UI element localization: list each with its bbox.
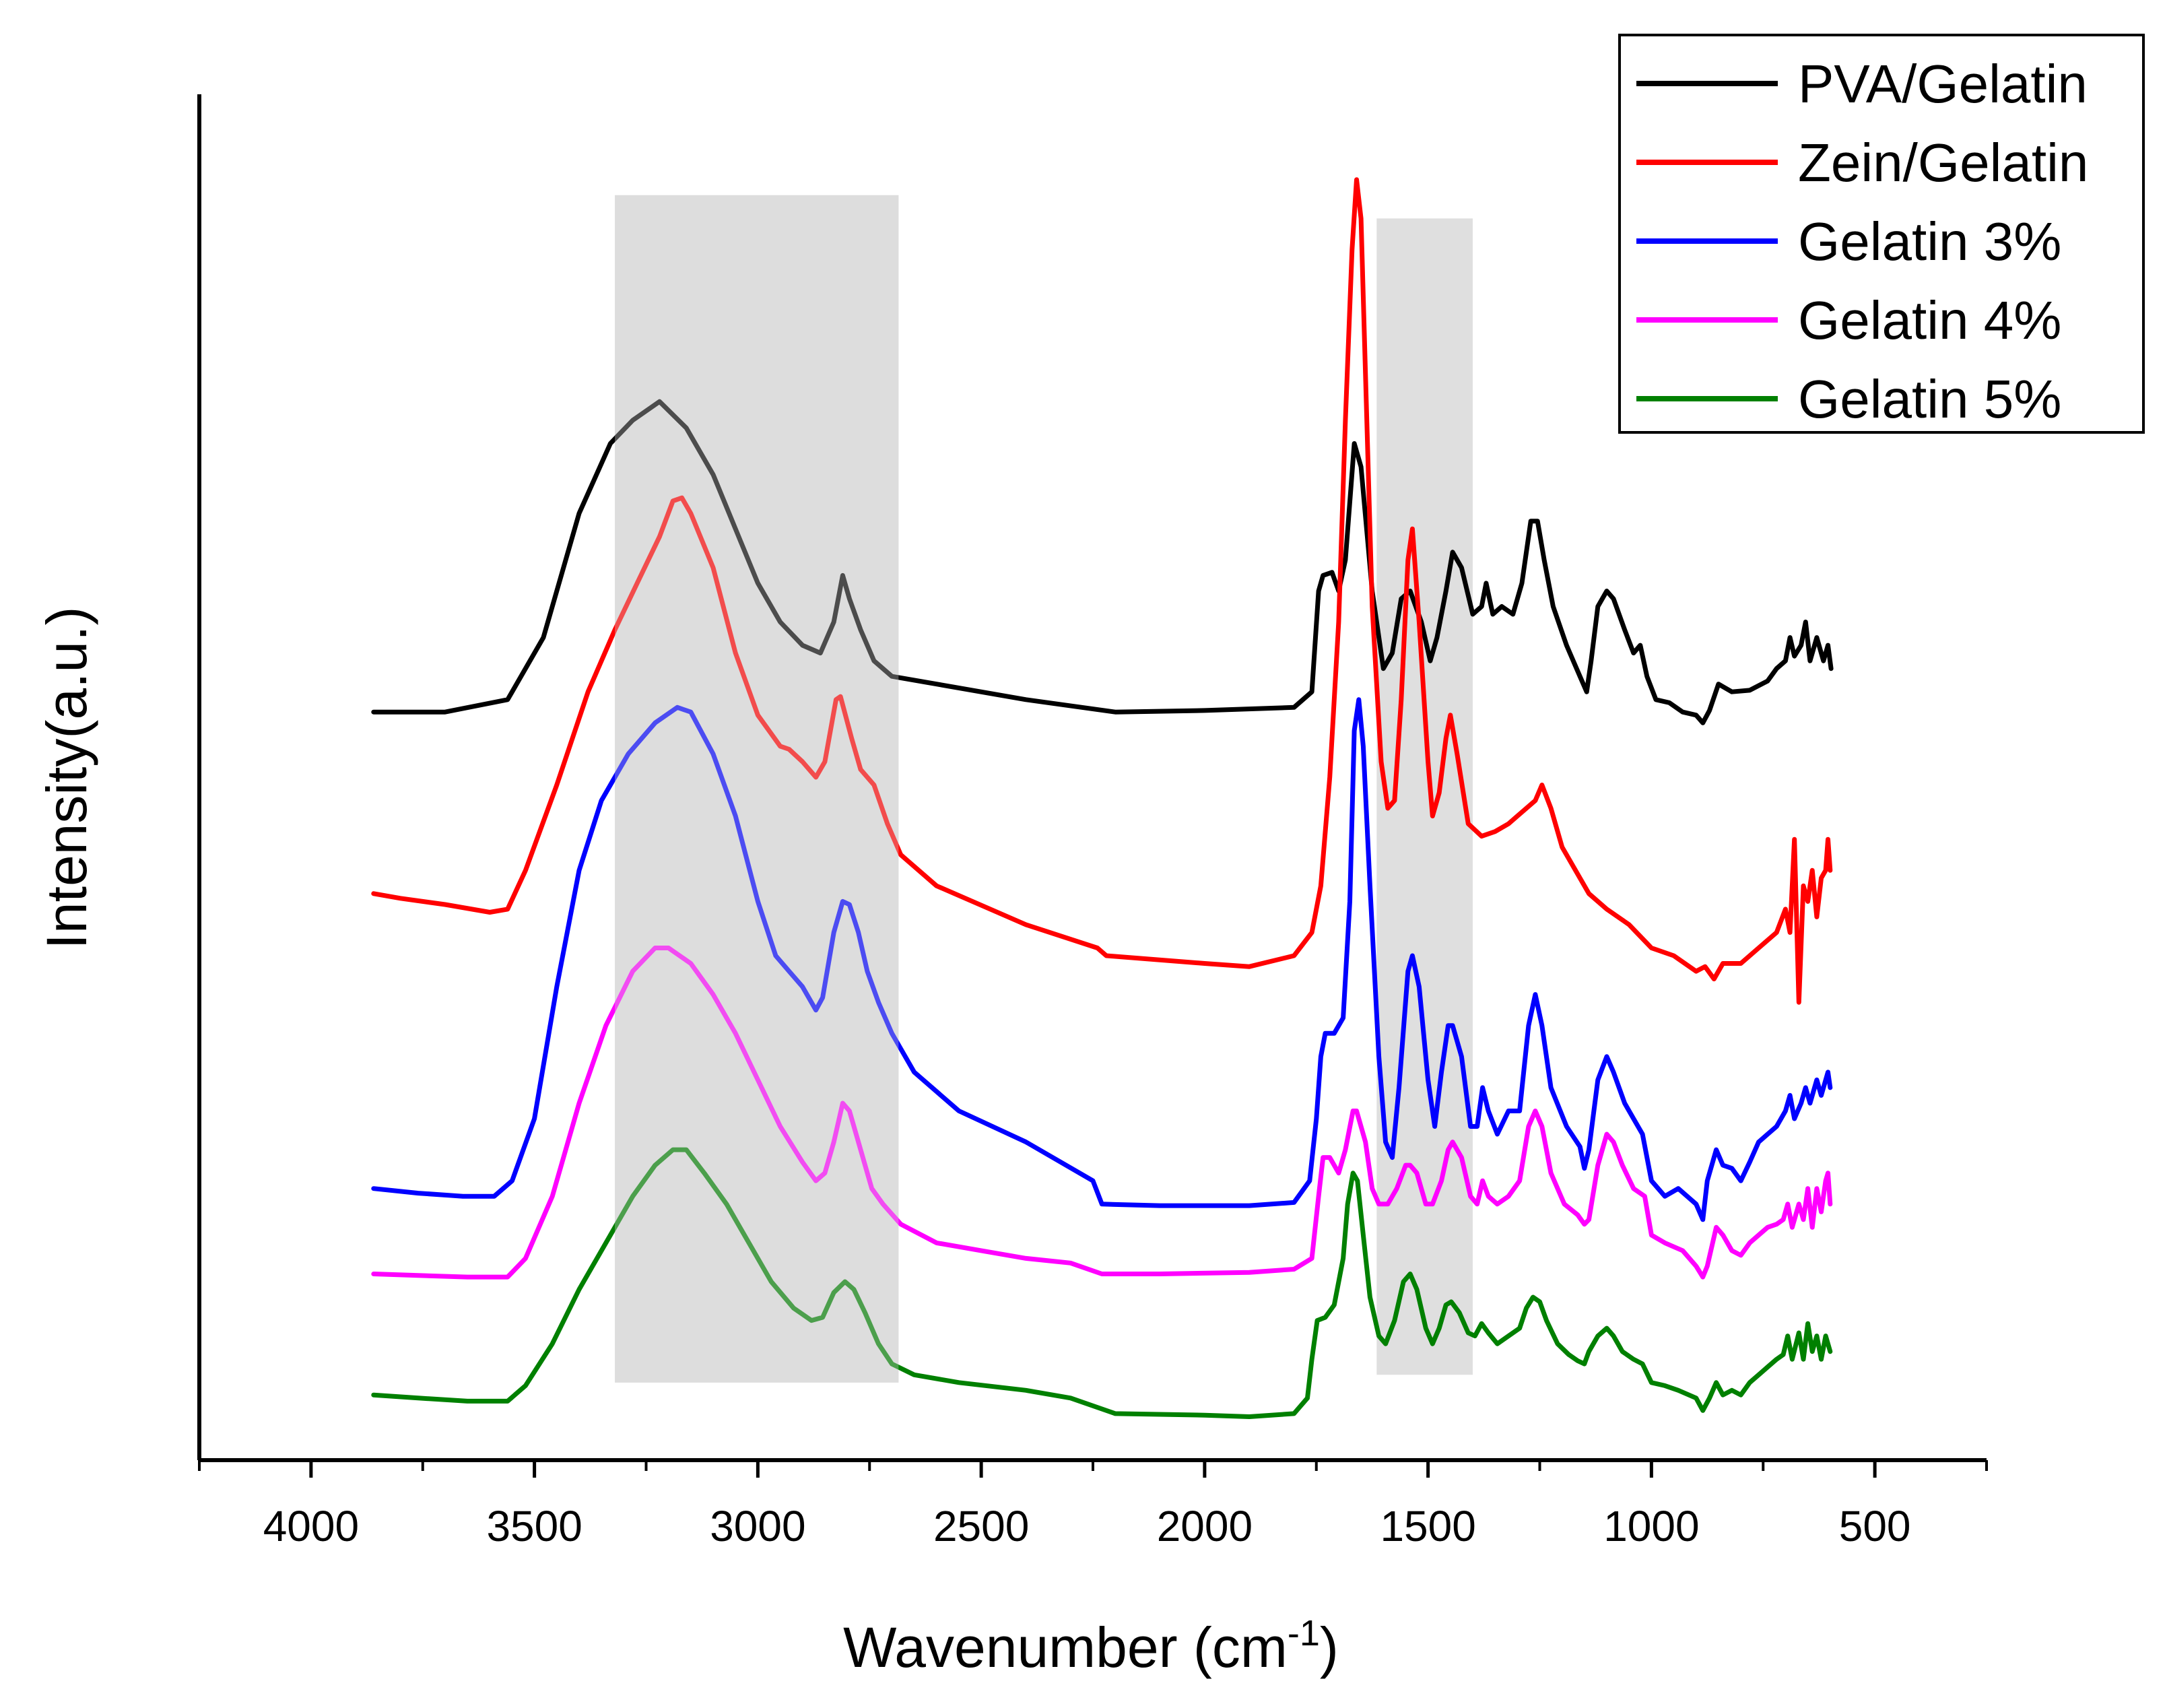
spectra-series — [371, 177, 1834, 1419]
series-line-pva-gelatin — [371, 399, 1834, 725]
series-line-gelatin-3- — [371, 697, 1833, 1222]
series-line-gelatin-5- — [371, 1147, 1833, 1419]
legend-label-gelatin-4-: Gelatin 4% — [1798, 290, 2061, 350]
x-tick-label-1000: 1000 — [1603, 1502, 1699, 1550]
x-axis-title: Wavenumber (cm-1) — [843, 1613, 1339, 1679]
y-axis-title: Intensity(a.u.) — [35, 607, 98, 950]
x-tick-label-3500: 3500 — [486, 1502, 582, 1550]
x-tick-label-4000: 4000 — [263, 1502, 359, 1550]
x-tick-label-2500: 2500 — [933, 1502, 1029, 1550]
shaded-region-1 — [615, 195, 899, 1383]
legend-label-gelatin-3-: Gelatin 3% — [1798, 211, 2061, 271]
shade-overlay — [615, 195, 899, 1383]
x-axis-title-suffix: ) — [1320, 1616, 1339, 1679]
series-line-gelatin-4- — [371, 946, 1833, 1280]
legend-box — [1618, 34, 2145, 434]
x-axis-ticks: 4000 3500 3000 2500 2000 1500 1000 500 — [198, 1460, 1988, 1550]
shaded-regions — [615, 195, 1473, 1383]
x-tick-label-1500: 1500 — [1380, 1502, 1475, 1550]
legend-items: PVA/Gelatin Zein/Gelatin Gelatin 3% Gelatin… — [1636, 54, 2088, 429]
x-axis-title-main: Wavenumber (cm — [843, 1616, 1288, 1679]
x-tick-label-500: 500 — [1839, 1502, 1911, 1550]
x-tick-label-2000: 2000 — [1157, 1502, 1253, 1550]
x-tick-label-3000: 3000 — [710, 1502, 805, 1550]
legend-label-pva-gelatin: PVA/Gelatin — [1798, 54, 2088, 114]
x-axis-title-superscript: -1 — [1288, 1613, 1320, 1653]
series-line-zein-gelatin — [371, 177, 1833, 1005]
legend-label-zein-gelatin: Zein/Gelatin — [1798, 133, 2088, 193]
legend-label-gelatin-5-: Gelatin 5% — [1798, 369, 2061, 429]
legend: PVA/Gelatin Zein/Gelatin Gelatin 3% Gelatin… — [1618, 34, 2145, 434]
